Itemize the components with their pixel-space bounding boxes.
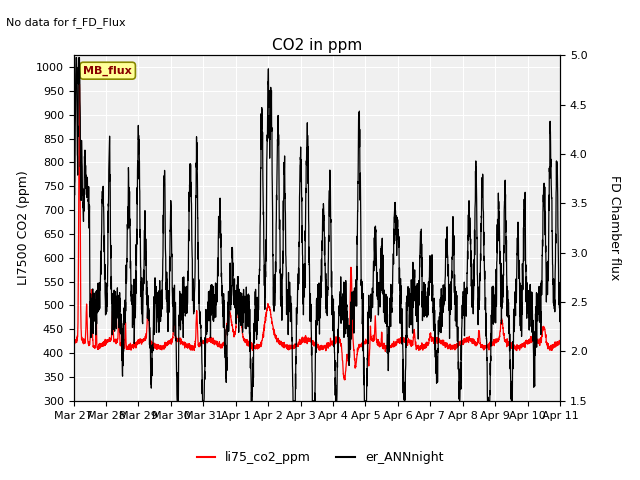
Y-axis label: FD Chamber flux: FD Chamber flux — [608, 175, 621, 281]
Y-axis label: LI7500 CO2 (ppm): LI7500 CO2 (ppm) — [17, 170, 30, 286]
Title: CO2 in ppm: CO2 in ppm — [271, 37, 362, 53]
Legend: li75_co2_ppm, er_ANNnight: li75_co2_ppm, er_ANNnight — [191, 446, 449, 469]
Text: MB_flux: MB_flux — [83, 66, 132, 76]
Text: No data for f_FD_Flux: No data for f_FD_Flux — [6, 17, 126, 28]
